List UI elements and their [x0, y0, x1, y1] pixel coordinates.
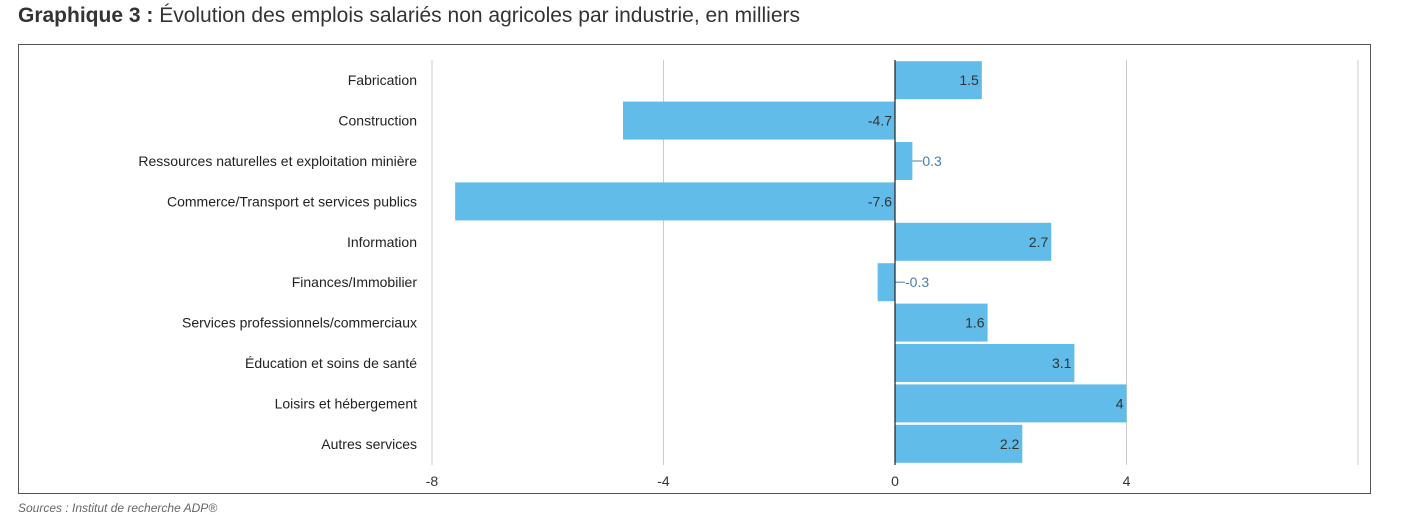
data-label: -7.6 — [868, 193, 892, 209]
chart-frame: Fabrication 1.5 Construction -4.7 Ressources… — [18, 44, 1371, 494]
category-label: Construction — [338, 113, 417, 129]
data-label: 1.5 — [959, 72, 979, 88]
bar — [455, 182, 895, 221]
bar — [895, 142, 913, 180]
source-note: Sources : Institut de recherche ADP® — [18, 501, 217, 515]
bar — [895, 344, 1075, 382]
data-label: 2.7 — [1029, 234, 1049, 250]
bar — [895, 222, 1052, 261]
chart-title: Graphique 3 : Évolution des emplois sala… — [18, 4, 800, 28]
category-label: Ressources naturelles et exploitation mi… — [138, 153, 417, 169]
category-label: Information — [347, 234, 417, 250]
data-label: 4 — [1116, 395, 1124, 411]
bar — [622, 101, 895, 140]
source-text: Sources : Institut de recherche ADP® — [18, 501, 218, 515]
x-tick-label: 0 — [891, 473, 899, 489]
x-tick-label: -8 — [426, 473, 439, 489]
category-label: Finances/Immobilier — [292, 274, 418, 290]
data-label: 1.6 — [965, 315, 985, 331]
category-label: Loisirs et hébergement — [275, 395, 418, 411]
x-tick-label: -4 — [657, 473, 670, 489]
bar — [895, 384, 1127, 423]
chart-title-text: Évolution des emplois salariés non agric… — [159, 4, 801, 27]
data-label: 3.1 — [1052, 355, 1072, 371]
chart-title-prefix: Graphique 3 : — [18, 4, 154, 27]
category-label: Services professionnels/commerciaux — [182, 315, 417, 331]
x-tick-label: 4 — [1123, 473, 1131, 489]
data-label: 0.3 — [922, 153, 942, 169]
bar-chart: Fabrication 1.5 Construction -4.7 Ressources… — [138, 60, 1359, 489]
data-label: -0.3 — [905, 274, 929, 290]
bar — [877, 263, 895, 302]
category-label: Autres services — [321, 436, 417, 452]
bar — [895, 61, 982, 100]
data-label: -4.7 — [868, 113, 892, 129]
data-label: 2.2 — [1000, 436, 1020, 452]
bar — [895, 424, 1023, 463]
bar — [895, 303, 988, 342]
category-label: Éducation et soins de santé — [245, 355, 417, 371]
category-label: Commerce/Transport et services publics — [167, 193, 417, 209]
category-label: Fabrication — [348, 72, 417, 88]
